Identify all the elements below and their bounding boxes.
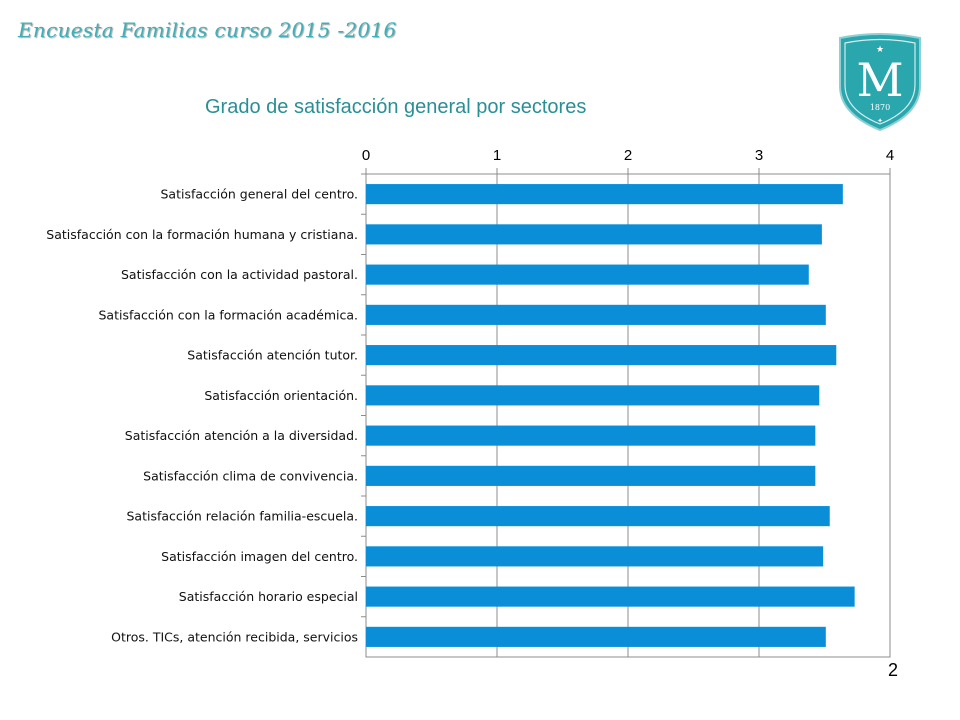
bar: [366, 586, 855, 607]
chart-title: Grado de satisfacción general por sector…: [205, 96, 587, 118]
x-tick-label: 3: [755, 147, 763, 164]
bar: [366, 304, 826, 325]
category-label: Satisfacción imagen del centro.: [161, 549, 358, 564]
header-title: Encuesta Familias curso 2015 -2016: [18, 18, 397, 42]
page-number: 2: [888, 660, 899, 680]
x-tick-label: 1: [493, 147, 501, 164]
category-label: Satisfacción con la actividad pastoral.: [121, 267, 358, 282]
x-tick-label: 2: [624, 147, 632, 164]
category-label: Satisfacción atención a la diversidad.: [125, 428, 358, 443]
logo-letter: M: [856, 53, 903, 107]
category-label: Satisfacción orientación.: [204, 388, 358, 403]
bar: [366, 506, 830, 527]
bar: [366, 465, 816, 486]
category-label: Otros. TICs, atención recibida, servicio…: [111, 629, 358, 644]
x-tick-label: 0: [362, 147, 370, 164]
category-label: Satisfacción general del centro.: [160, 187, 358, 202]
bar: [366, 184, 843, 205]
bar: [366, 224, 822, 245]
category-label: Satisfacción con la formación humana y c…: [46, 227, 358, 242]
bar: [366, 425, 816, 446]
school-crest-icon: M 1870 ★ ✦: [839, 33, 921, 132]
category-label: Satisfacción clima de convivencia.: [143, 468, 358, 483]
svg-text:✦: ✦: [877, 117, 883, 125]
bar: [366, 345, 837, 366]
bar: [366, 264, 809, 285]
svg-text:★: ★: [876, 45, 884, 55]
category-label: Satisfacción horario especial: [179, 589, 358, 604]
category-label: Satisfacción relación familia-escuela.: [126, 509, 358, 524]
category-label: Satisfacción con la formación académica.: [99, 307, 359, 322]
bar: [366, 626, 826, 647]
category-label: Satisfacción atención tutor.: [187, 348, 358, 363]
bar: [366, 546, 824, 567]
x-tick-label: 4: [886, 147, 894, 164]
logo-year: 1870: [870, 103, 890, 112]
bar: [366, 385, 820, 406]
